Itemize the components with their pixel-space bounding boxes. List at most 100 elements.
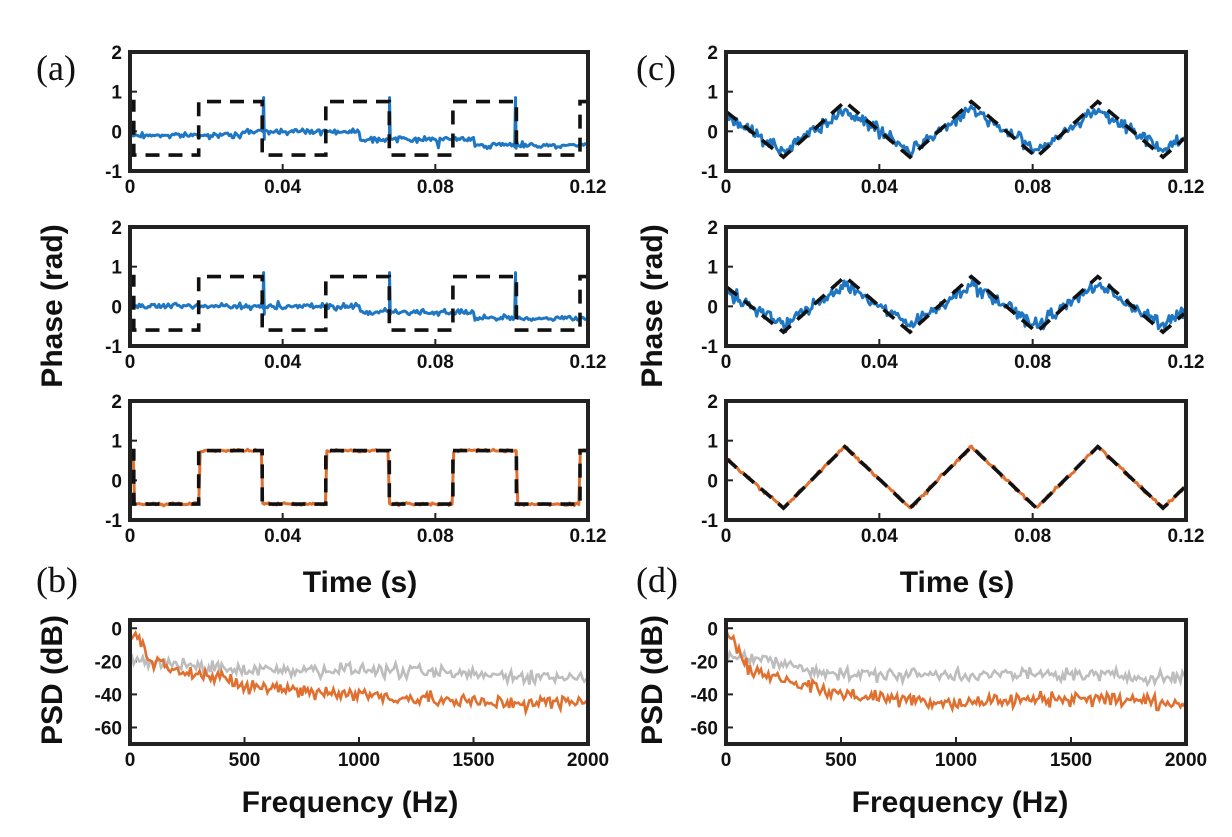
- y-tick-label: 2: [707, 392, 718, 413]
- x-tick-label: 500: [229, 750, 261, 771]
- x-tick-label: 0.08: [417, 177, 454, 198]
- series-target: [130, 99, 588, 157]
- x-tick-label: 0.04: [264, 526, 301, 547]
- series-target: [130, 448, 588, 506]
- axes-frame: [128, 225, 590, 348]
- psd-line-reference: [726, 648, 1186, 688]
- y-tick-label: -60: [95, 718, 122, 739]
- axes-frame: [724, 618, 1188, 746]
- x-tick-label: 0: [721, 177, 732, 198]
- time-axis-title-left: Time (s): [303, 566, 417, 599]
- x-tick-label: 1500: [1050, 750, 1092, 771]
- chart-d: 0 500 1000 1500 2000 0 -20 -40 -60: [691, 618, 1207, 771]
- x-tick-label: 0.04: [264, 352, 301, 373]
- axes-frame: [724, 399, 1188, 522]
- x-tick-label: 0.12: [1168, 177, 1205, 198]
- axes-frame: [128, 618, 590, 746]
- x-tick-label: 0.04: [861, 352, 898, 373]
- x-tick-label: 0.12: [570, 352, 607, 373]
- panel-label-d: (d): [636, 560, 678, 600]
- x-tick-label: 0: [721, 526, 732, 547]
- x-tick-label: 0.12: [1168, 526, 1205, 547]
- x-tick-label: 0.04: [264, 177, 301, 198]
- x-tick-label: 0.04: [861, 177, 898, 198]
- x-tick-label: 0.04: [861, 526, 898, 547]
- y-tick-label: 0: [111, 297, 122, 318]
- x-tick-label: 0.08: [417, 352, 454, 373]
- x-tick-label: 0.08: [1014, 352, 1051, 373]
- series-measured: [130, 271, 588, 322]
- axes-frame: [128, 50, 590, 173]
- y-tick-label: 0: [707, 471, 718, 492]
- psd-line-recovered: [130, 629, 588, 717]
- frequency-axis-title-left: Frequency (Hz): [242, 786, 459, 819]
- y-tick-label: 1: [707, 258, 718, 279]
- axes-frame: [724, 50, 1188, 173]
- x-tick-label: 0: [721, 750, 732, 771]
- series-target: [130, 274, 588, 332]
- x-tick-label: 0.12: [570, 526, 607, 547]
- series-target: [726, 274, 1186, 335]
- psd-line-recovered: [726, 627, 1186, 714]
- x-tick-label: 0.08: [1014, 177, 1051, 198]
- series-measured: [726, 278, 1186, 334]
- series-target: [726, 444, 1186, 511]
- x-tick-label: 1000: [935, 750, 977, 771]
- axes-frame: [128, 399, 590, 522]
- x-tick-label: 0: [125, 526, 136, 547]
- x-tick-label: 0: [125, 750, 136, 771]
- frequency-axis-title-right: Frequency (Hz): [852, 786, 1069, 819]
- y-tick-label: -1: [701, 337, 718, 358]
- y-tick-label: 0: [707, 619, 718, 640]
- y-tick-label: -1: [701, 511, 718, 532]
- y-tick-label: 2: [707, 218, 718, 239]
- psd-axis-title-left: PSD (dB): [36, 615, 69, 745]
- phase-axis-title-left: Phase (rad): [36, 224, 69, 387]
- y-tick-label: 2: [111, 392, 122, 413]
- x-tick-label: 500: [825, 750, 857, 771]
- x-tick-label: 1500: [452, 750, 494, 771]
- x-tick-label: 0.12: [570, 177, 607, 198]
- series-target: [726, 99, 1186, 160]
- axes-frame: [724, 225, 1188, 348]
- psd-axis-title-right: PSD (dB): [636, 615, 669, 745]
- y-tick-label: 2: [707, 43, 718, 64]
- x-tick-label: 0: [125, 177, 136, 198]
- y-tick-label: 1: [111, 83, 122, 104]
- y-tick-label: 0: [111, 122, 122, 143]
- x-tick-label: 1000: [338, 750, 380, 771]
- phase-axis-title-right: Phase (rad): [636, 224, 669, 387]
- time-axis-title-right: Time (s): [900, 566, 1014, 599]
- y-tick-label: -1: [105, 162, 122, 183]
- x-tick-label: 2000: [1165, 750, 1207, 771]
- series-measured: [130, 96, 588, 151]
- y-tick-label: -1: [105, 511, 122, 532]
- panel-label-a: (a): [36, 48, 76, 88]
- y-tick-label: 1: [111, 432, 122, 453]
- x-tick-label: 0: [721, 352, 732, 373]
- x-tick-label: 0.08: [417, 526, 454, 547]
- y-tick-label: 0: [707, 297, 718, 318]
- x-tick-label: 0.12: [1168, 352, 1205, 373]
- y-tick-label: -20: [95, 652, 122, 673]
- series-recovered: [726, 444, 1186, 510]
- y-tick-label: -60: [691, 718, 718, 739]
- y-tick-label: 2: [111, 43, 122, 64]
- x-tick-label: 2000: [567, 750, 609, 771]
- x-tick-label: 0.08: [1014, 526, 1051, 547]
- y-tick-label: 1: [111, 258, 122, 279]
- y-tick-label: -20: [691, 652, 718, 673]
- x-tick-label: 0: [125, 352, 136, 373]
- panel-label-c: (c): [636, 48, 676, 88]
- y-tick-label: 2: [111, 218, 122, 239]
- y-tick-label: 0: [111, 619, 122, 640]
- chart-b: 0 500 1000 1500 2000 0 -20 -40 -60: [95, 618, 609, 771]
- y-tick-label: 0: [111, 471, 122, 492]
